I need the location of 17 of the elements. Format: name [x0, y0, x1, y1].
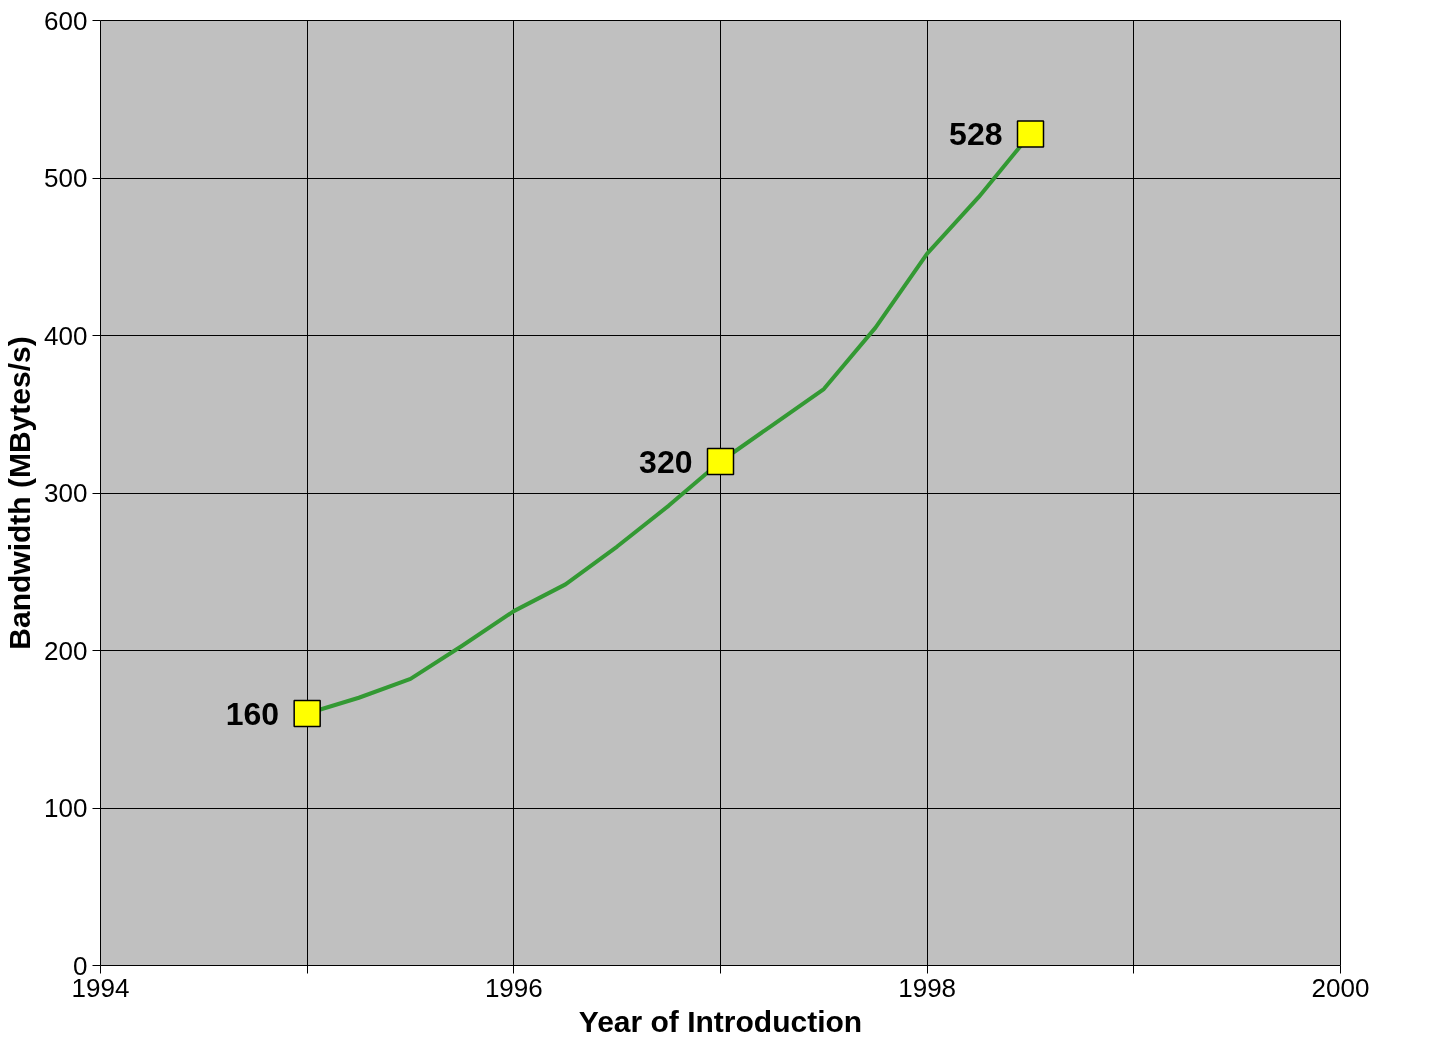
- point: [1016, 120, 1045, 148]
- x-axis-title: Year of Introduction: [578, 1004, 863, 1038]
- y-tick-label: 200: [44, 635, 88, 666]
- y-tick-label: 600: [44, 5, 88, 36]
- x-tick-label: 1998: [898, 972, 957, 1003]
- y-tick-label: 300: [44, 478, 88, 508]
- data-label: 320: [639, 443, 693, 480]
- y-axis-title: Bandwidth (MBytes/s): [3, 336, 37, 650]
- x-tick-label: 2000: [1311, 972, 1370, 1003]
- point: [293, 699, 321, 728]
- point: [706, 447, 735, 476]
- y-tick-label: 100: [44, 793, 88, 823]
- y-tick-label: 400: [44, 320, 88, 351]
- data-label: 160: [225, 695, 280, 732]
- data-label: 528: [949, 115, 1003, 152]
- x-tick-label: 1996: [484, 972, 543, 1003]
- y-tick-label: 500: [44, 163, 88, 193]
